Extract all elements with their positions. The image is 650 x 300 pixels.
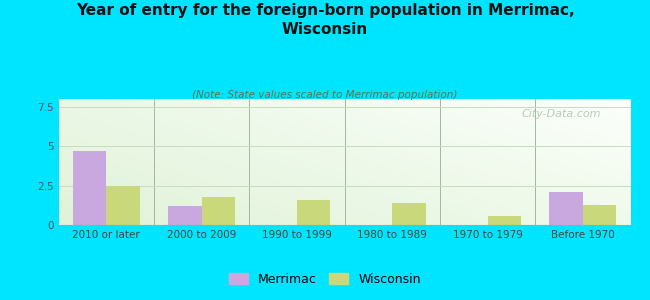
Bar xyxy=(297,200,330,225)
Bar xyxy=(549,192,583,225)
Text: (Note: State values scaled to Merrimac population): (Note: State values scaled to Merrimac p… xyxy=(192,90,458,100)
Legend: Merrimac, Wisconsin: Merrimac, Wisconsin xyxy=(224,268,426,291)
Bar xyxy=(73,151,106,225)
Bar xyxy=(392,203,426,225)
Bar xyxy=(583,205,616,225)
Bar xyxy=(488,216,521,225)
Text: Year of entry for the foreign-born population in Merrimac,
Wisconsin: Year of entry for the foreign-born popul… xyxy=(75,3,575,37)
Bar xyxy=(202,197,235,225)
Bar xyxy=(168,206,202,225)
Bar xyxy=(106,186,140,225)
Text: City-Data.com: City-Data.com xyxy=(522,109,601,119)
